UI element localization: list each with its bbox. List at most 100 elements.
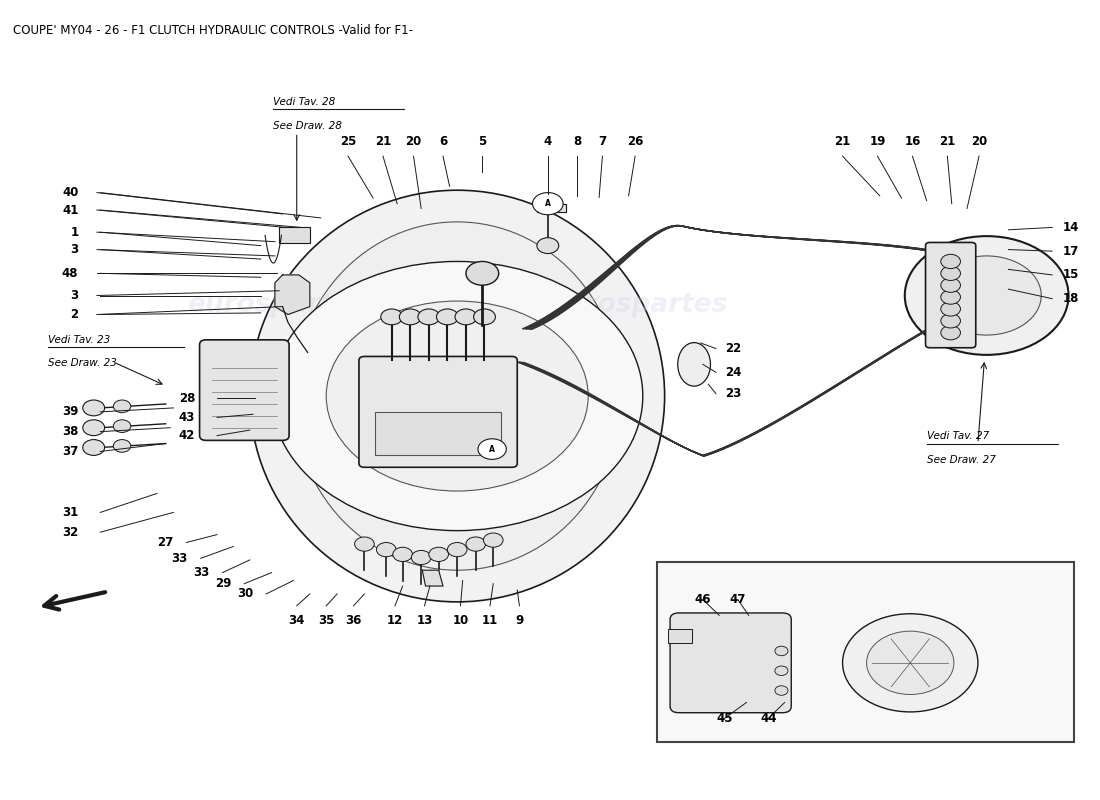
Text: 37: 37 [63,445,78,458]
Circle shape [399,309,421,325]
Text: 34: 34 [288,614,305,626]
Circle shape [940,326,960,340]
Circle shape [940,278,960,292]
Text: 15: 15 [1063,269,1079,282]
Text: 17: 17 [1063,245,1079,258]
Circle shape [537,238,559,254]
Text: 5: 5 [478,135,486,148]
Text: 48: 48 [62,267,78,280]
Text: 29: 29 [214,577,231,590]
Text: 12: 12 [387,614,403,626]
Circle shape [932,256,1042,335]
Bar [279,227,310,243]
Text: 45: 45 [716,712,733,725]
Text: 10: 10 [452,614,469,626]
Text: 27: 27 [157,536,174,549]
Text: 25: 25 [340,135,356,148]
Text: 22: 22 [725,342,741,355]
Text: A: A [544,199,551,208]
Ellipse shape [678,342,711,386]
FancyBboxPatch shape [925,242,976,348]
Circle shape [376,542,396,557]
Text: 2: 2 [70,308,78,321]
Text: 11: 11 [482,614,498,626]
Text: 46: 46 [694,593,711,606]
Text: 42: 42 [179,429,195,442]
Circle shape [483,533,503,547]
Text: 40: 40 [62,186,78,199]
Circle shape [532,193,563,214]
Circle shape [940,254,960,269]
Circle shape [448,542,468,557]
Polygon shape [422,570,443,586]
Text: 3: 3 [70,243,78,256]
Text: 32: 32 [63,526,78,538]
Circle shape [477,438,506,459]
Text: 33: 33 [172,552,188,565]
Bar [657,562,1074,742]
Text: 14: 14 [1063,221,1079,234]
Circle shape [113,420,131,433]
Text: See Draw. 27: See Draw. 27 [926,455,996,465]
Circle shape [867,631,954,694]
Text: 7: 7 [598,135,606,148]
Text: 31: 31 [63,506,78,519]
Text: 30: 30 [236,587,253,601]
Circle shape [82,400,104,416]
Text: A: A [490,445,495,454]
Text: 1: 1 [70,226,78,238]
Text: 6: 6 [439,135,447,148]
Text: 21: 21 [835,135,850,148]
Text: 8: 8 [573,135,582,148]
Ellipse shape [250,190,664,602]
Text: 13: 13 [416,614,432,626]
Text: 26: 26 [627,135,644,148]
Text: 36: 36 [345,614,362,626]
Text: See Draw. 23: See Draw. 23 [47,358,117,368]
Text: 21: 21 [375,135,392,148]
Text: 38: 38 [62,425,78,438]
Circle shape [272,262,642,530]
Text: 4: 4 [543,135,552,148]
Circle shape [113,400,131,413]
Circle shape [455,309,477,325]
Circle shape [466,262,498,286]
Circle shape [466,537,485,551]
Circle shape [418,309,440,325]
Circle shape [82,420,104,436]
Circle shape [774,686,788,695]
Text: 39: 39 [62,406,78,418]
Text: 47: 47 [729,593,746,606]
Circle shape [774,646,788,656]
Circle shape [113,439,131,452]
Text: COUPE' MY04 - 26 - F1 CLUTCH HYDRAULIC CONTROLS -Valid for F1-: COUPE' MY04 - 26 - F1 CLUTCH HYDRAULIC C… [13,24,412,37]
Circle shape [82,439,104,455]
Bar [668,629,692,643]
Text: eurospartes: eurospartes [373,482,552,508]
Circle shape [940,290,960,304]
Circle shape [327,301,588,491]
Circle shape [474,309,495,325]
Text: 28: 28 [179,392,195,405]
Circle shape [940,266,960,281]
Text: 21: 21 [939,135,956,148]
Text: 33: 33 [194,566,209,579]
Text: 44: 44 [760,712,777,725]
Circle shape [774,666,788,675]
Circle shape [905,236,1068,355]
Text: 19: 19 [869,135,886,148]
Circle shape [429,547,449,562]
Circle shape [411,550,431,565]
Ellipse shape [294,222,621,570]
Circle shape [437,309,459,325]
Text: 24: 24 [725,366,741,378]
Text: eurospartes: eurospartes [187,292,366,318]
Text: Vedi Tav. 23: Vedi Tav. 23 [47,334,110,345]
Polygon shape [537,204,566,211]
Bar [375,412,500,455]
Text: Vedi Tav. 27: Vedi Tav. 27 [926,431,989,441]
Text: 16: 16 [904,135,921,148]
Text: Vedi Tav. 28: Vedi Tav. 28 [273,97,336,107]
Circle shape [940,302,960,316]
Text: 41: 41 [62,203,78,217]
